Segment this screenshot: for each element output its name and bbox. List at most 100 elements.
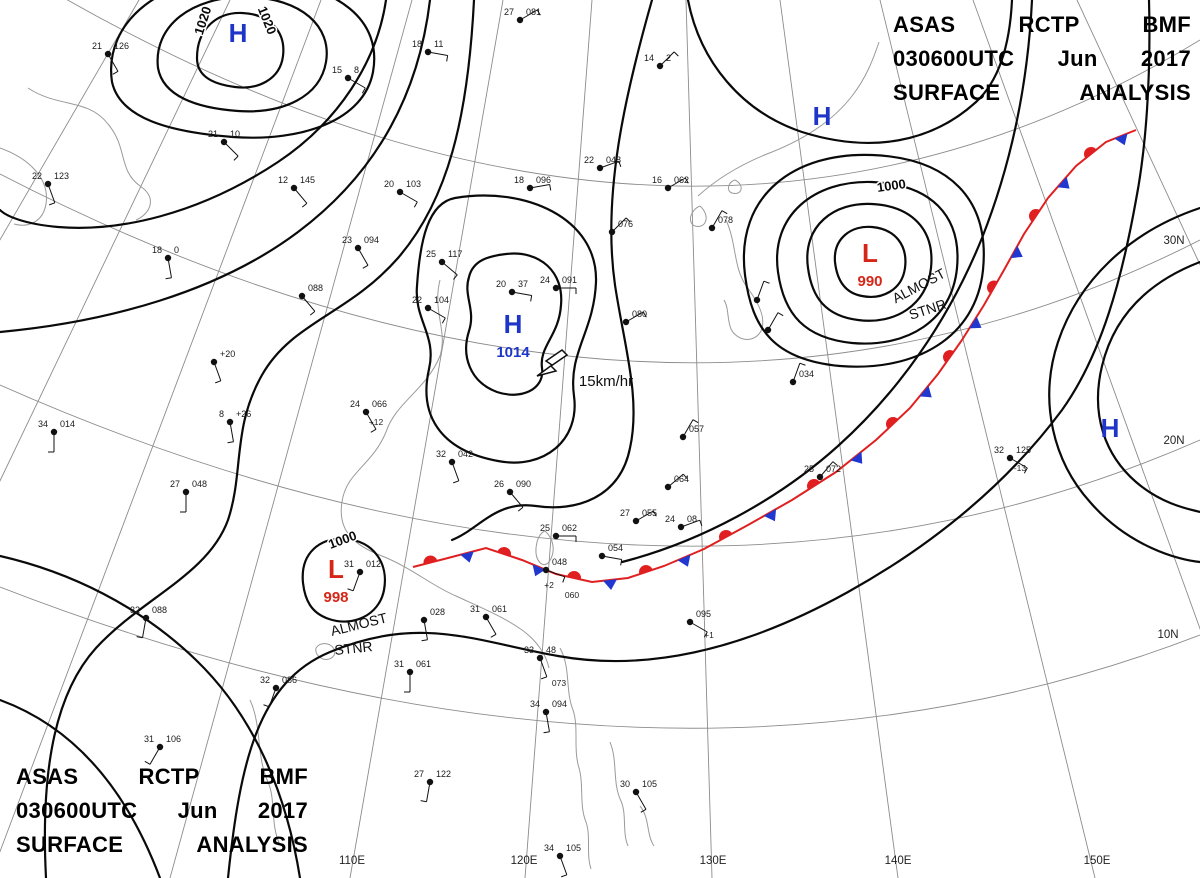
station-value: 048	[192, 479, 207, 489]
station-value: 086	[282, 675, 297, 685]
longitude-label: 140E	[885, 855, 912, 867]
isobar	[1048, 206, 1200, 564]
station-plot: 34 014	[38, 419, 75, 453]
parallel-line	[0, 173, 1200, 364]
longitude-label: 110E	[339, 855, 365, 867]
station-temp: 33	[524, 645, 534, 655]
pressure-center-h: H 1014	[496, 309, 530, 361]
isobar	[195, 11, 285, 89]
station-plot: 23 094	[342, 235, 379, 269]
station-value: 2	[666, 53, 671, 63]
isobar	[0, 0, 432, 334]
station-value: 091	[562, 275, 577, 285]
warm-front-symbol	[1084, 147, 1097, 159]
station-temp: 31	[344, 559, 354, 569]
station-value: 11	[434, 39, 443, 49]
station-plot: 8 +26	[219, 409, 251, 444]
station-value: 054	[608, 543, 623, 553]
parallel-line	[66, 0, 1200, 187]
isobar	[0, 0, 388, 229]
pressure-center-h: H	[229, 18, 248, 48]
wind-barb	[519, 9, 538, 21]
wind-barb	[423, 619, 428, 640]
wind-barb	[213, 361, 222, 381]
wind-barb	[511, 291, 532, 296]
wind-barb	[659, 51, 675, 67]
title-line-1: ASAS RCTP BMF	[16, 764, 308, 789]
station-temp: 31	[144, 734, 154, 744]
station-plot: 16 062	[652, 175, 689, 192]
wind-barb	[682, 419, 694, 438]
station-plot: 064	[664, 473, 689, 491]
station-value: 064	[674, 474, 689, 484]
warm-front-symbol	[423, 555, 438, 565]
station-value: 103	[406, 179, 421, 189]
station-value: 014	[60, 419, 75, 429]
pressure-center-h: H	[1101, 413, 1120, 443]
movement-arrow-icon	[536, 349, 569, 377]
station-value: +26	[236, 409, 251, 419]
station-plot: 27 122	[414, 769, 451, 803]
isobar	[1096, 260, 1200, 514]
station-value: 078	[718, 215, 733, 225]
wind-barb	[167, 257, 172, 278]
station-plot: 32 088	[130, 605, 167, 639]
station-value: 126	[114, 41, 129, 51]
station-value: 08	[687, 514, 697, 524]
cold-front-symbol	[677, 554, 691, 567]
station-value: 094	[364, 235, 379, 245]
longitude-label: 120E	[511, 855, 538, 867]
wind-barb	[667, 473, 684, 488]
wind-barb	[352, 571, 361, 591]
longitude-label: 150E	[1084, 855, 1111, 867]
station-temp: 32	[130, 605, 140, 615]
coastlines	[0, 41, 880, 870]
station-temp: 26	[494, 479, 504, 489]
cold-front-symbol	[460, 551, 474, 563]
station-value: 117	[448, 249, 462, 259]
station-value: 066	[372, 399, 387, 409]
wind-barb	[357, 247, 369, 266]
station-value: 48	[546, 645, 556, 655]
latitude-label: 30N	[1163, 235, 1184, 247]
station-plot: 20 37	[496, 279, 533, 302]
meridian-line	[349, 0, 504, 878]
warm-front-symbol	[987, 280, 998, 294]
station-plot: 32 042	[436, 449, 473, 484]
meridian-line	[972, 0, 1200, 631]
station-plot: 33 48	[524, 645, 556, 680]
station-value: 088	[308, 283, 323, 293]
minor-station-label: 060	[565, 590, 579, 600]
station-plot: 22 104	[412, 295, 449, 324]
wind-barb	[451, 461, 460, 481]
warm-front-symbol	[943, 350, 955, 363]
station-plot: 078	[708, 210, 733, 232]
isobar	[620, 0, 1034, 564]
svg-text:L: L	[328, 554, 344, 584]
station-value: 081	[526, 7, 541, 17]
warm-front-symbol	[719, 530, 733, 541]
isobar	[0, 554, 302, 878]
minor-station-label: +1	[704, 630, 714, 640]
station-plot	[753, 280, 770, 304]
station-temp: 22	[412, 295, 422, 305]
station-temp: 18	[412, 39, 422, 49]
wind-barb	[485, 616, 497, 635]
station-plot: 21 10	[208, 129, 240, 161]
station-plot: 034	[789, 362, 814, 386]
isobar	[775, 180, 959, 345]
warm-front-symbol	[807, 479, 820, 490]
wind-barb	[509, 491, 524, 508]
isobar	[415, 194, 598, 464]
station-value: 105	[642, 779, 657, 789]
station-temp: 34	[38, 419, 48, 429]
isobar	[43, 0, 476, 878]
station-value: 057	[689, 424, 704, 434]
minor-station-label: +2	[544, 580, 554, 590]
wind-barb	[107, 53, 119, 72]
station-temp: 25	[804, 464, 814, 474]
station-temp: 23	[342, 235, 352, 245]
station-plot: 25 117	[426, 249, 462, 280]
wind-barb	[625, 311, 644, 323]
